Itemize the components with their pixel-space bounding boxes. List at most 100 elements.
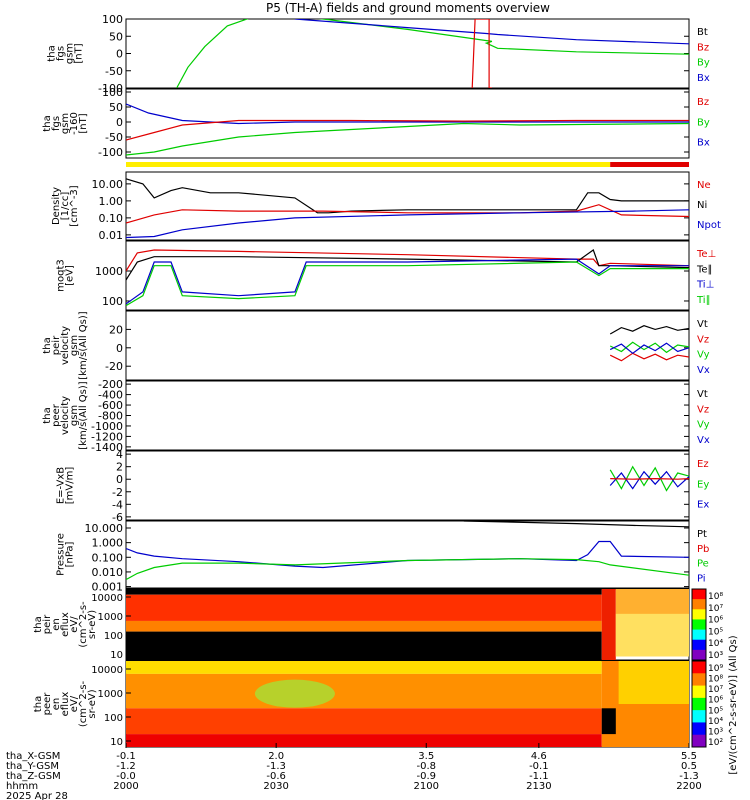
x-tick-label: -0.0 [116, 771, 136, 782]
y-tick-label: 100 [102, 295, 123, 308]
y-axis-label: -160 [69, 112, 80, 135]
y-tick-label: 10000 [91, 593, 123, 604]
y-axis-label: [cm^-3] [69, 185, 80, 226]
x-axis-date: 2025 Apr 28 [6, 791, 68, 800]
legend-entry: Vt [697, 319, 708, 330]
x-tick-label: -1.3 [679, 771, 699, 782]
x-row-label: hhmm [6, 781, 38, 792]
y-axis-label: eflux [60, 612, 71, 637]
legend-entry: Bz [697, 97, 709, 108]
y-tick-label: 50 [109, 101, 123, 114]
y-tick-label: 0.010 [92, 566, 124, 579]
y-axis-label: tha [42, 407, 53, 423]
y-tick-label: 0 [116, 342, 123, 355]
panel-p7: E=-VxB[mV/m] 420-2-4-6 Ez Ey Ex [56, 448, 710, 524]
y-tick-label: -2 [112, 486, 123, 499]
y-tick-label: -800 [98, 410, 123, 423]
x-tick-label: 2200 [676, 781, 701, 792]
y-tick-label: 10 [110, 650, 123, 661]
y-axis-label: [mV/m] [65, 467, 76, 505]
colorbar-segment [692, 734, 706, 748]
colorbar-segment [692, 697, 706, 711]
colorbar-tick-label: 10⁶ [708, 696, 723, 706]
y-tick-label: 50 [109, 30, 123, 43]
y-tick-label: 100 [102, 86, 123, 99]
y-tick-label: 1.00 [99, 195, 124, 208]
panel-p8: Pressure[nPa] 10.000 1.0000.100 0.010 0.001 P… [56, 520, 709, 594]
colorbar-segment [692, 649, 706, 661]
y-axis-label: tha [47, 45, 58, 61]
x-tick-label: 5.5 [681, 751, 697, 762]
y-axis-label: peer [51, 403, 62, 427]
series-line [610, 477, 689, 480]
colorbar-tick-label: 10³ [708, 651, 723, 661]
spectrogram-band [618, 661, 689, 704]
panel-frame [125, 450, 690, 521]
y-axis-label: Density [51, 187, 62, 225]
legend-entry: By [697, 117, 710, 128]
colorbar-tick-label: 10³ [708, 727, 723, 737]
spectrogram-feature [254, 679, 335, 708]
colorbar-frame [691, 588, 707, 661]
y-tick-label: 4 [116, 448, 123, 461]
y-tick-label: 0.100 [92, 551, 124, 564]
y-tick-label: -100 [98, 82, 123, 95]
y-tick-label: 100 [104, 631, 123, 642]
mode-bar-segment [610, 162, 689, 167]
colorbar-segment [692, 661, 706, 674]
y-tick-label: 100 [104, 713, 123, 724]
colorbar-segment [692, 710, 706, 723]
y-tick-label: -600 [98, 399, 123, 412]
legend-entry: Npot [697, 220, 721, 231]
y-tick-label: 0 [116, 473, 123, 486]
y-tick-label: -400 [98, 389, 123, 402]
y-axis-label: (cm^2-s- [78, 601, 89, 648]
x-tick-label: -0.9 [416, 771, 436, 782]
spectrogram-band [615, 613, 689, 657]
y-axis-label: E=-VxB [56, 467, 67, 504]
y-tick-label: -50 [105, 131, 123, 144]
y-axis-label: en [51, 698, 62, 711]
y-axis-label: Pressure [56, 533, 67, 576]
y-axis-label: [nT] [74, 43, 85, 63]
y-tick-label: -100 [98, 146, 123, 159]
y-axis-label: fgs [51, 116, 62, 131]
legend-entry: Bt [697, 27, 708, 38]
y-axis-label: tha [42, 337, 53, 353]
x-axis: tha_X-GSM -0.1 2.0 3.5 4.6 5.5 tha_Y-GSM -1.2 -1… [6, 743, 702, 800]
figure-title: P5 (TH-A) fields and ground moments over… [266, 1, 550, 15]
y-axis-label: moqt3 [56, 259, 67, 292]
legend-entry: Bx [697, 73, 710, 84]
series-line [126, 209, 689, 239]
series-line [609, 342, 689, 355]
y-axis-label: sr-eV) [87, 689, 98, 718]
series-line [176, 19, 689, 88]
y-tick-label: -20 [105, 360, 123, 373]
y-axis-label: gsm [69, 405, 80, 426]
series-line [609, 352, 689, 362]
y-tick-label: 0.10 [99, 212, 124, 225]
y-tick-label: -1000 [91, 420, 123, 433]
x-tick-label: -1.3 [266, 761, 286, 772]
legend-entry: Ni [697, 200, 707, 211]
legend-entry: Vz [697, 404, 709, 415]
series-line [126, 122, 689, 156]
x-tick-label: 4.6 [531, 751, 547, 762]
y-tick-label: -1400 [91, 441, 123, 454]
legend-entry: Ey [697, 479, 709, 490]
y-tick-label: 10.000 [85, 522, 124, 535]
colorbar-tick-label: 10⁵ [708, 627, 723, 637]
y-tick-label: 1000 [98, 689, 123, 700]
colorbar-segment [692, 589, 706, 600]
colorbar-tick-label: 10⁹ [708, 664, 723, 674]
series-line [126, 261, 689, 307]
colorbar-frame [691, 660, 707, 748]
y-axis-label: [km/s(All Qs)] [78, 381, 89, 449]
legend-entry: By [697, 58, 710, 69]
series-line [126, 103, 689, 125]
colorbar-tick-label: 10⁷ [708, 604, 723, 614]
spectrogram-band [126, 708, 602, 735]
colorbar-tick-label: 10⁸ [708, 592, 723, 602]
y-axis-label: tha [42, 115, 53, 131]
series-line [609, 325, 689, 335]
